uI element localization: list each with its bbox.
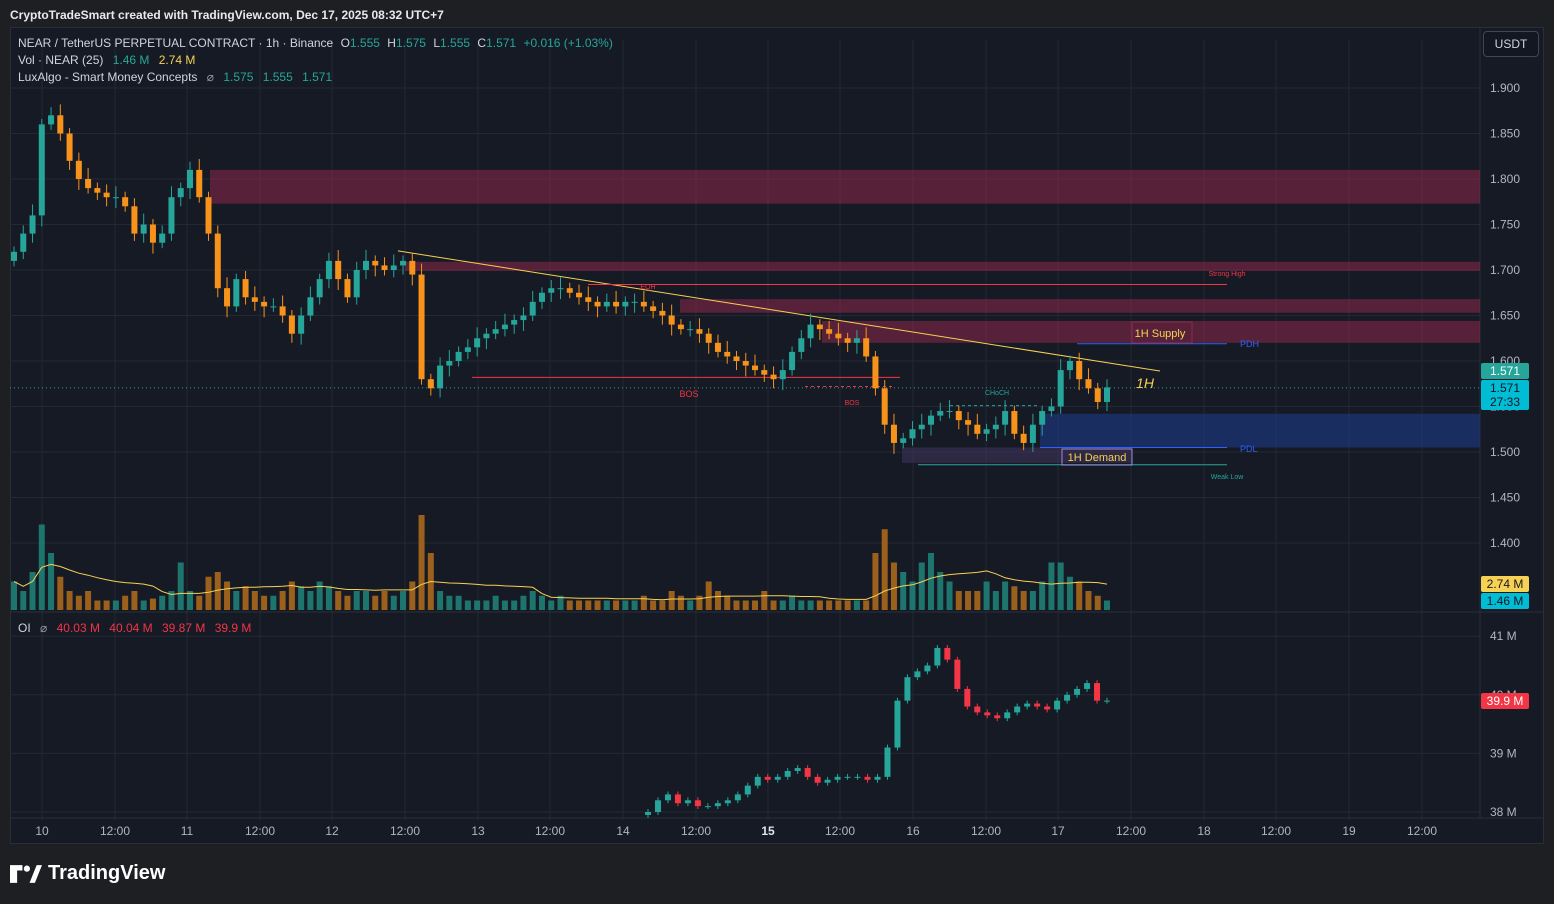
low-value: 1.555 [440,36,471,50]
symbol-name: NEAR / TetherUS PERPETUAL CONTRACT · 1h … [18,36,334,50]
chart-frame[interactable] [10,27,1544,844]
volume-ma-value: 2.74 M [158,53,196,67]
symbol-legend: NEAR / TetherUS PERPETUAL CONTRACT · 1h … [18,36,613,50]
change-value: +0.016 (+1.03%) [523,36,613,50]
volume-legend: Vol · NEAR (25) 1.46 M 2.74 M [18,53,195,67]
oi-eye-icon[interactable]: ⌀ [40,621,48,635]
oi-label: OI [18,621,31,635]
page-title: CryptoTradeSmart created with TradingVie… [10,8,444,22]
brand-name: TradingView [48,862,166,884]
tradingview-logo-icon [10,864,42,883]
high-value: 1.575 [395,36,426,50]
indicator-legend: LuxAlgo - Smart Money Concepts ⌀ 1.575 1… [18,70,333,84]
volume-label: Vol · NEAR (25) [18,53,104,67]
tradingview-logo[interactable]: TradingView [10,862,165,885]
volume-value: 1.46 M [112,53,150,67]
currency-button[interactable]: USDT [1483,31,1539,57]
oi-legend: OI ⌀ 40.03 M 40.04 M 39.87 M 39.9 M [18,621,252,635]
close-value: 1.571 [486,36,517,50]
indicator-name: LuxAlgo - Smart Money Concepts [18,70,198,84]
indicator-eye-icon[interactable]: ⌀ [206,70,214,84]
open-value: 1.555 [349,36,380,50]
